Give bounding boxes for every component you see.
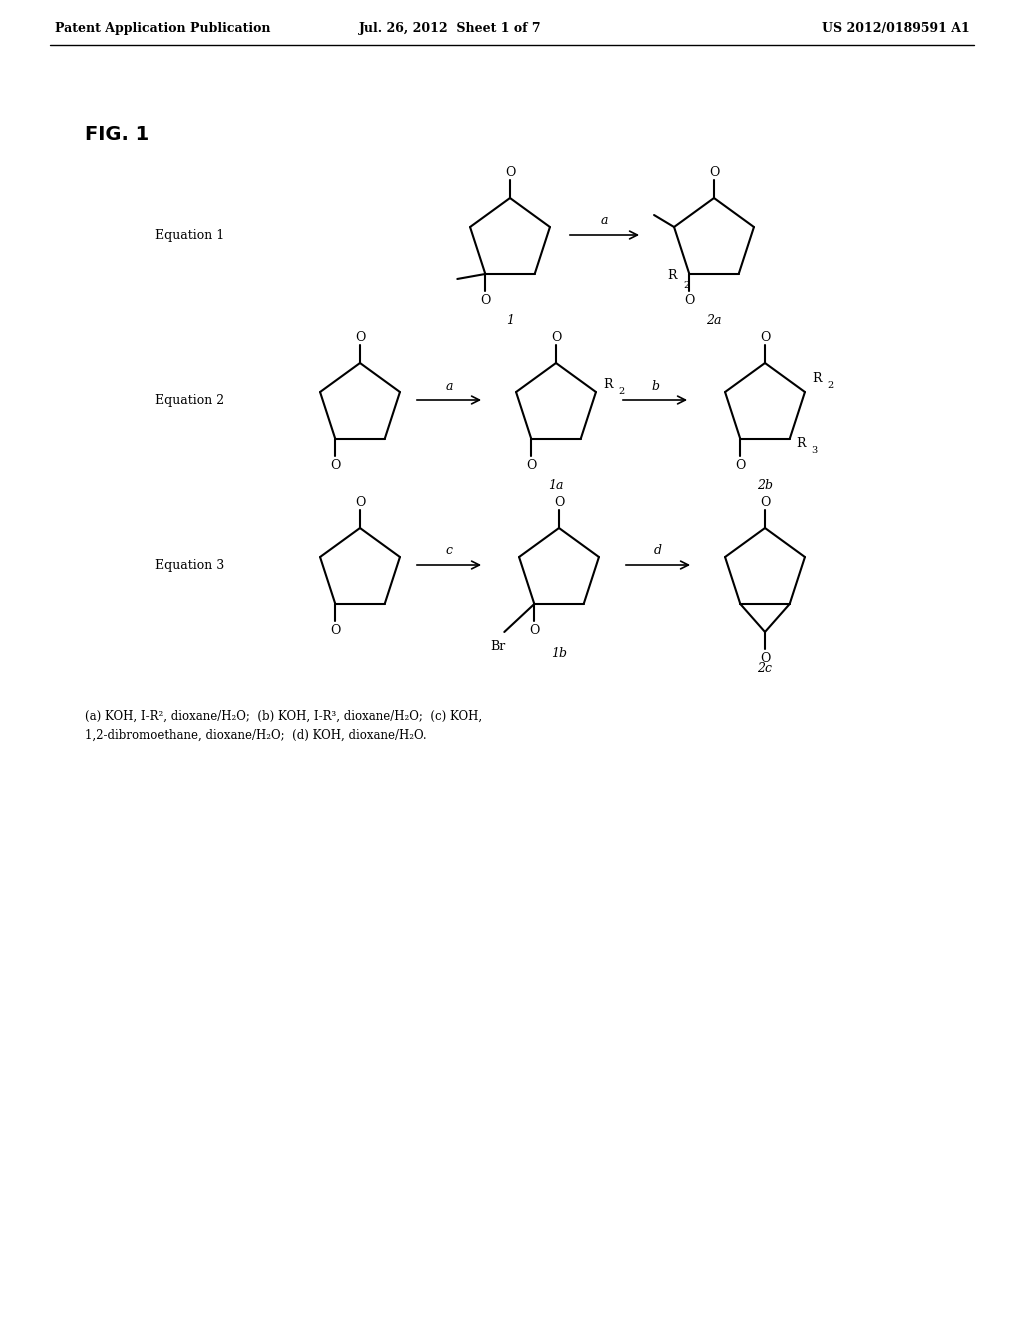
Text: 1a: 1a: [548, 479, 564, 492]
Text: O: O: [526, 459, 537, 473]
Text: O: O: [709, 165, 719, 178]
Text: FIG. 1: FIG. 1: [85, 125, 150, 144]
Text: 2: 2: [827, 380, 834, 389]
Text: O: O: [354, 495, 366, 508]
Text: Jul. 26, 2012  Sheet 1 of 7: Jul. 26, 2012 Sheet 1 of 7: [358, 22, 542, 36]
Text: O: O: [529, 624, 540, 638]
Text: 2c: 2c: [758, 663, 772, 675]
Text: O: O: [554, 495, 564, 508]
Text: (a) KOH, I-R², dioxane/H₂O;  (b) KOH, I-R³, dioxane/H₂O;  (c) KOH,
1,2-dibromoet: (a) KOH, I-R², dioxane/H₂O; (b) KOH, I-R…: [85, 710, 482, 742]
Text: O: O: [330, 624, 341, 638]
Text: R: R: [812, 371, 821, 384]
Text: c: c: [445, 544, 453, 557]
Text: O: O: [480, 294, 490, 308]
Text: O: O: [505, 165, 515, 178]
Text: R: R: [603, 378, 612, 391]
Text: O: O: [760, 330, 770, 343]
Text: O: O: [330, 459, 341, 473]
Text: 2: 2: [683, 281, 689, 290]
Text: O: O: [735, 459, 745, 473]
Text: Br: Br: [490, 640, 506, 653]
Text: R: R: [667, 269, 676, 282]
Text: d: d: [654, 544, 662, 557]
Text: a: a: [445, 380, 453, 392]
Text: R: R: [797, 437, 806, 450]
Text: 3: 3: [812, 446, 818, 455]
Text: 2b: 2b: [757, 479, 773, 492]
Text: 2a: 2a: [707, 314, 722, 327]
Text: Equation 3: Equation 3: [155, 558, 224, 572]
Text: 2: 2: [617, 387, 625, 396]
Text: US 2012/0189591 A1: US 2012/0189591 A1: [822, 22, 970, 36]
Text: 1b: 1b: [551, 647, 567, 660]
Text: O: O: [760, 495, 770, 508]
Text: O: O: [354, 330, 366, 343]
Text: Equation 2: Equation 2: [155, 393, 224, 407]
Text: b: b: [651, 380, 659, 392]
Text: O: O: [551, 330, 561, 343]
Text: Patent Application Publication: Patent Application Publication: [55, 22, 270, 36]
Text: 1: 1: [506, 314, 514, 327]
Text: O: O: [684, 294, 694, 308]
Text: O: O: [760, 652, 770, 665]
Text: Equation 1: Equation 1: [155, 228, 224, 242]
Text: a: a: [601, 214, 608, 227]
